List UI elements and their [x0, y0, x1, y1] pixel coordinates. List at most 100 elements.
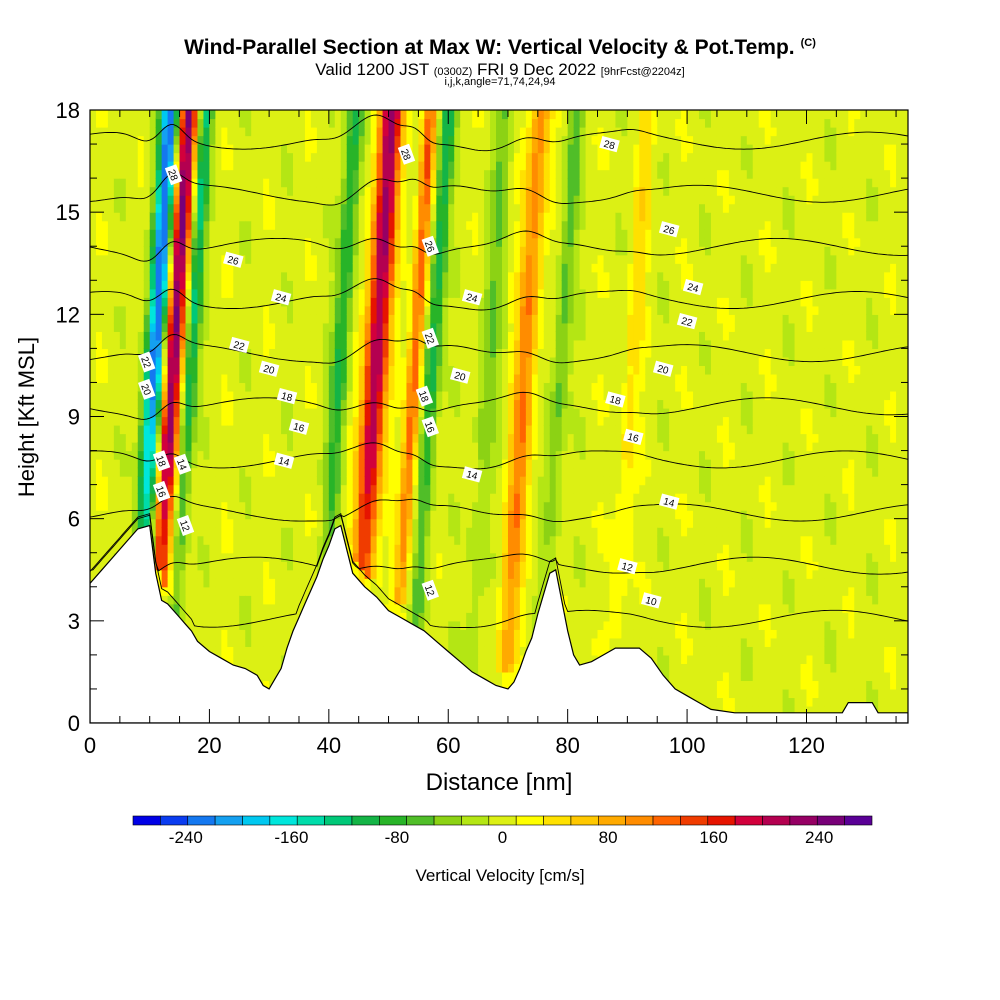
contour-label-text: 24: [274, 292, 288, 306]
y-tick-label-0: 0: [68, 711, 80, 736]
colorbar-label: Vertical Velocity [cm/s]: [415, 866, 584, 885]
contour-label-0: 28: [164, 164, 183, 186]
contour-label-text: 14: [662, 496, 676, 510]
y-tick-label-12: 12: [56, 302, 80, 327]
colorbar-swatch-26: [844, 815, 873, 826]
contour-label-30: 12: [421, 579, 440, 601]
colorbar-swatch-11: [433, 815, 462, 826]
colorbar-swatch-5: [269, 815, 298, 826]
contour-label-15: 20: [449, 367, 471, 384]
y-tick-label-3: 3: [68, 609, 80, 634]
colorbar-tick-80: 80: [599, 828, 618, 847]
y-tick-label-15: 15: [56, 200, 80, 225]
colorbar-swatch-12: [461, 815, 490, 826]
contour-label-text: 16: [626, 432, 640, 446]
contour-label-27: 14: [658, 493, 680, 510]
contour-label-9: 22: [229, 336, 250, 354]
contour-label-32: 10: [641, 592, 662, 609]
contour-label-text: 18: [416, 390, 430, 405]
contour-label-2: 28: [599, 135, 620, 153]
x-axis-label: Distance [nm]: [426, 769, 573, 796]
y-tick-label-6: 6: [68, 507, 80, 532]
chart-subtitle: Valid 1200 JST (0300Z) FRI 9 Dec 2022 [9…: [0, 60, 1000, 80]
contour-label-26: 14: [461, 466, 483, 483]
contour-label-text: 10: [644, 595, 658, 609]
contour-label-text: 18: [608, 394, 622, 408]
colorbar-swatch-1: [160, 815, 189, 826]
contour-label-text: 14: [174, 458, 188, 473]
x-tick-label-20: 20: [197, 733, 221, 758]
contour-label-text: 28: [165, 168, 179, 183]
contour-label-3: 26: [421, 235, 440, 257]
contour-label-13: 20: [137, 378, 156, 400]
colorbar-swatch-18: [625, 815, 654, 826]
contour-label-text: 14: [465, 469, 479, 483]
colorbar-swatch-24: [789, 815, 818, 826]
colorbar-swatch-10: [406, 815, 435, 826]
colorbar-swatch-0: [132, 815, 161, 826]
colorbar-swatch-4: [242, 815, 271, 826]
contour-label-text: 22: [232, 340, 246, 354]
x-tick-label-60: 60: [436, 733, 460, 758]
contour-label-text: 26: [662, 224, 676, 238]
colorbar-swatch-22: [734, 815, 763, 826]
colorbar-tick--80: -80: [385, 828, 410, 847]
y-axis-label: Height [Kft MSL]: [14, 337, 39, 497]
contour-label-5: 26: [658, 221, 680, 238]
contour-label-31: 12: [617, 558, 638, 575]
x-tick-label-0: 0: [84, 733, 96, 758]
contour-label-28: 14: [173, 453, 192, 475]
subtitle-forecast: [9hrFcst@2204z]: [600, 66, 685, 78]
colorbar-swatch-14: [515, 815, 544, 826]
contour-label-text: 28: [398, 148, 412, 163]
y-tick-label-9: 9: [68, 405, 80, 430]
subtitle-date: FRI 9 Dec 2022: [477, 60, 597, 79]
contour-label-7: 24: [461, 289, 483, 306]
colorbar-tick-240: 240: [805, 828, 833, 847]
colorbar-tick--160: -160: [274, 828, 308, 847]
contour-label-text: 20: [138, 383, 152, 398]
colorbar-swatch-8: [351, 815, 380, 826]
colorbar-swatch-15: [543, 815, 572, 826]
colorbar-swatch-7: [324, 815, 353, 826]
contour-label-20: 18: [152, 450, 171, 472]
colorbar-swatch-23: [762, 815, 791, 826]
contour-label-21: 16: [288, 418, 310, 435]
contour-label-text: 12: [422, 584, 436, 599]
colorbar: -240 -160 -80 0 80 160 240: [132, 815, 873, 847]
colorbar-swatch-17: [597, 815, 626, 826]
x-tick-label-120: 120: [788, 733, 825, 758]
subtitle-utc: (0300Z): [433, 66, 473, 78]
vertical-velocity-field: [90, 110, 908, 723]
contour-label-text: 24: [686, 282, 700, 296]
contour-label-text: 14: [277, 455, 291, 469]
colorbar-swatch-20: [680, 815, 709, 826]
colorbar-tick-160: 160: [699, 828, 727, 847]
contour-label-text: 16: [292, 421, 306, 435]
contour-label-text: 26: [422, 240, 436, 255]
colorbar-swatch-3: [214, 815, 243, 826]
contour-label-text: 28: [602, 139, 616, 153]
contour-label-1: 28: [397, 143, 416, 165]
title-text: Wind-Parallel Section at Max W: Vertical…: [184, 36, 795, 59]
contour-label-text: 24: [465, 292, 479, 306]
potential-temperature-contours: [90, 114, 908, 628]
contour-label-18: 18: [415, 385, 434, 407]
colorbar-swatch-19: [652, 815, 681, 826]
contour-label-19: 18: [605, 391, 626, 408]
contour-label-23: 16: [623, 428, 644, 446]
x-tick-label-40: 40: [317, 733, 341, 758]
contour-label-text: 12: [177, 519, 191, 534]
colorbar-swatch-9: [379, 815, 407, 826]
contour-label-10: 22: [676, 312, 698, 329]
contour-label-22: 16: [421, 416, 440, 438]
contour-label-25: 14: [273, 452, 295, 469]
contour-labels: 28 28 28 26 26 26 24 24 24 22 22 22 22 20 20 20 20 18 18 18…: [137, 135, 704, 609]
colorbar-swatch-25: [816, 815, 845, 826]
contour-label-16: 20: [652, 360, 674, 377]
contour-label-text: 20: [656, 363, 670, 377]
contour-label-4: 26: [223, 251, 244, 268]
x-tick-label-80: 80: [555, 733, 579, 758]
colorbar-swatch-13: [488, 815, 517, 826]
